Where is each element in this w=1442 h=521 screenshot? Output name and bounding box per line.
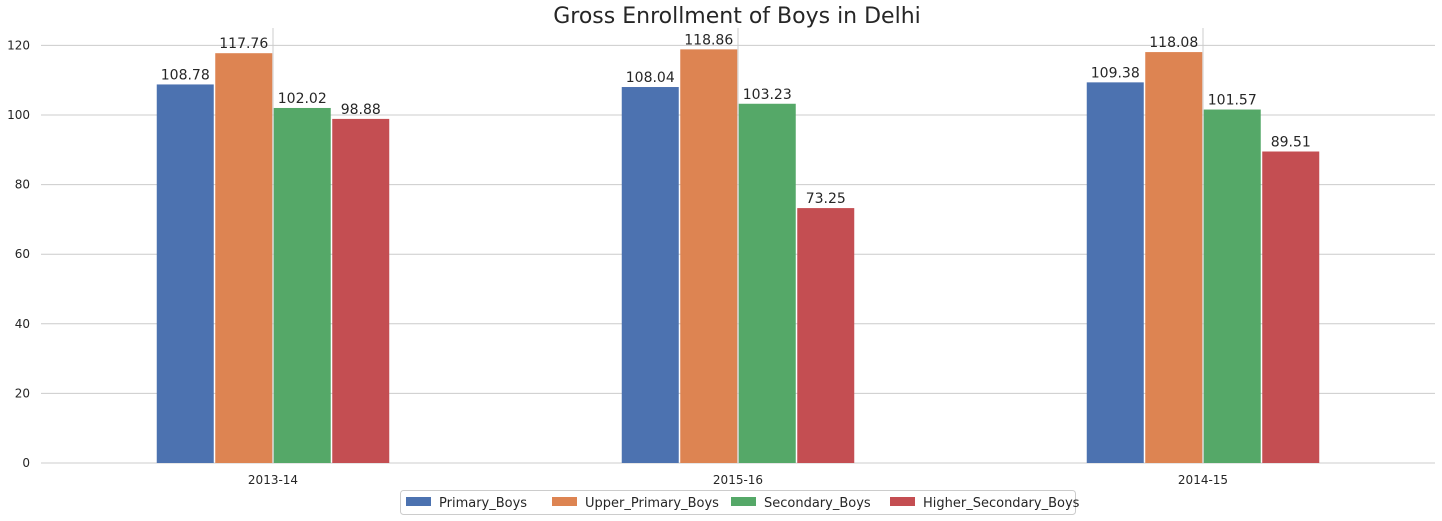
x-tick-label: 2013-14 — [248, 473, 298, 487]
y-tick-label: 20 — [15, 386, 30, 400]
bar-upper-primary-boys-2013-14 — [215, 53, 273, 464]
chart-title: Gross Enrollment of Boys in Delhi — [553, 4, 921, 29]
bar-secondary-boys-2013-14 — [273, 107, 331, 463]
bar-upper-primary-boys-2014-15 — [1145, 52, 1203, 463]
legend-swatch — [406, 497, 431, 506]
bar-primary-boys-2013-14 — [156, 84, 214, 463]
y-tick-label: 60 — [15, 247, 30, 261]
data-label: 108.04 — [626, 70, 675, 86]
data-labels: 108.78 117.76 102.02 98.88 108.04 118.86 103.2… — [161, 32, 1311, 207]
legend-label: Primary_Boys — [439, 496, 527, 511]
bar-higher-secondary-boys-2014-15 — [1262, 151, 1320, 464]
data-label: 98.88 — [341, 102, 381, 118]
bar-secondary-boys-2015-16 — [738, 103, 796, 464]
y-tick-label: 120 — [7, 38, 30, 52]
gridlines — [41, 28, 1435, 464]
bar-higher-secondary-boys-2015-16 — [797, 208, 855, 463]
data-label: 89.51 — [1271, 135, 1311, 151]
bar-primary-boys-2015-16 — [621, 87, 679, 463]
data-label: 103.23 — [743, 87, 792, 103]
legend: Primary_Boys Upper_Primary_Boys Secondary_… — [400, 490, 1080, 515]
data-label: 102.02 — [278, 91, 327, 107]
data-label: 101.57 — [1208, 93, 1257, 109]
bar-primary-boys-2014-15 — [1086, 82, 1144, 463]
legend-swatch — [731, 497, 756, 506]
legend-label: Upper_Primary_Boys — [585, 496, 719, 511]
data-label: 118.86 — [684, 32, 733, 48]
x-tick-label: 2015-16 — [713, 473, 763, 487]
bar-higher-secondary-boys-2013-14 — [332, 118, 390, 464]
bar-secondary-boys-2014-15 — [1203, 109, 1261, 463]
y-tick-label: 100 — [7, 108, 30, 122]
y-tick-label: 40 — [15, 317, 30, 331]
legend-label: Secondary_Boys — [764, 496, 871, 511]
data-label: 73.25 — [806, 191, 846, 207]
data-label: 108.78 — [161, 67, 210, 83]
data-label: 117.76 — [219, 36, 268, 52]
x-axis-ticks: 2013-14 2015-16 2014-15 — [248, 473, 1228, 487]
data-label: 109.38 — [1091, 65, 1140, 81]
y-axis-ticks: 0 20 40 60 80 100 120 — [7, 38, 30, 470]
legend-label: Higher_Secondary_Boys — [923, 496, 1080, 511]
bar-upper-primary-boys-2015-16 — [680, 49, 738, 464]
legend-swatch — [890, 497, 915, 506]
y-tick-label: 0 — [22, 456, 30, 470]
x-tick-label: 2014-15 — [1178, 473, 1228, 487]
data-label: 118.08 — [1149, 35, 1198, 51]
y-tick-label: 80 — [15, 178, 30, 192]
legend-swatch — [552, 497, 577, 506]
bars — [156, 49, 1320, 464]
